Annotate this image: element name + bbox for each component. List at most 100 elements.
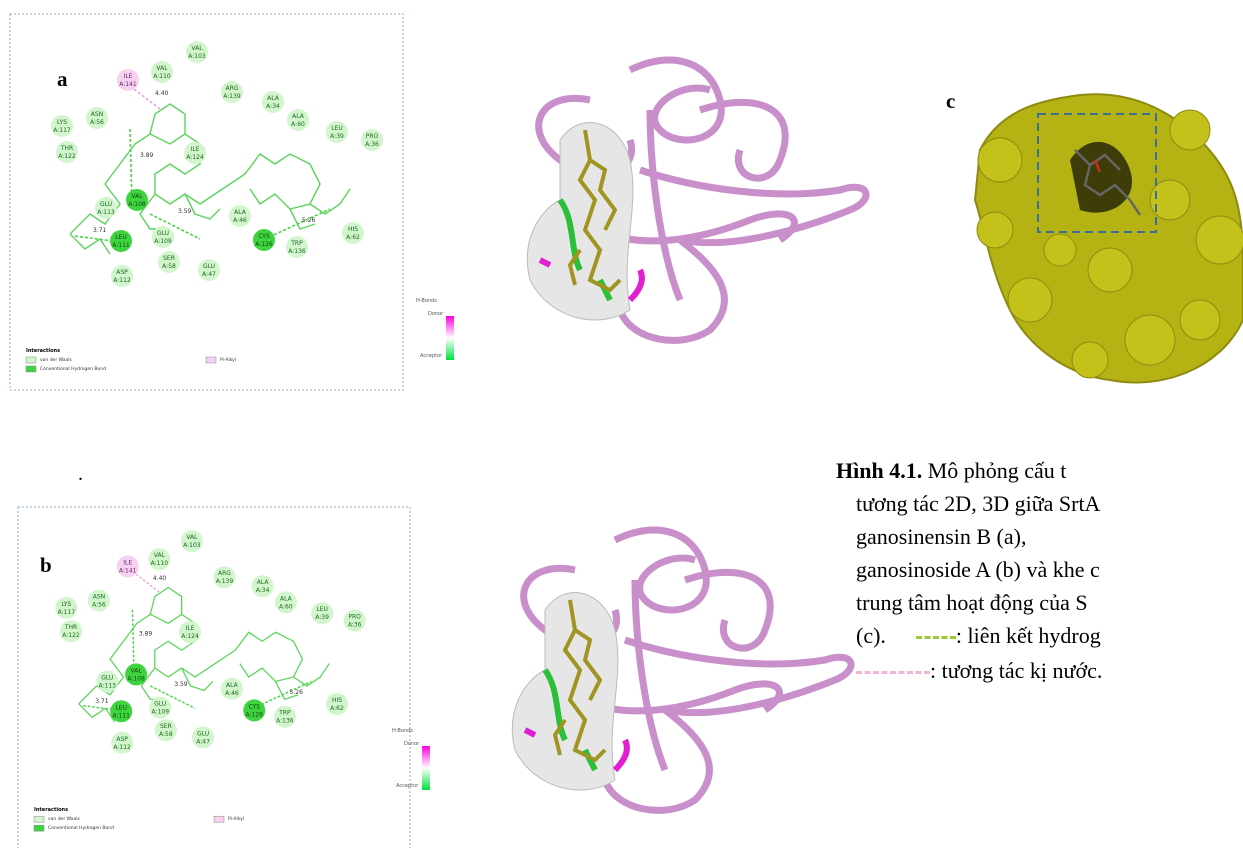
residue-id: A:47	[196, 738, 210, 745]
legend-label: van der Waals	[40, 357, 73, 363]
residue-id: A:109	[152, 709, 170, 716]
residue-id: A:126	[255, 241, 273, 248]
residue-name: GLU	[154, 701, 166, 708]
residue-id: A:36	[348, 621, 362, 628]
residue-id: A:141	[119, 567, 137, 574]
residue-name: PRO	[348, 613, 361, 620]
residue-id: A:36	[365, 141, 379, 148]
distance-label: 5.26	[302, 217, 316, 224]
legend-swatch	[34, 825, 44, 831]
residue-name: GLU	[203, 263, 215, 270]
residue-name: VAL	[156, 65, 168, 72]
residue-name: ALA	[226, 682, 239, 689]
residue-name: ASN	[93, 594, 105, 601]
residue-name: LYS	[61, 601, 71, 608]
panel-a-frame	[10, 14, 403, 390]
residue-name: ARG	[226, 85, 239, 92]
panel-b-frame	[18, 507, 410, 848]
residue-name: VAL	[154, 552, 166, 559]
residue-id: A:111	[112, 242, 130, 249]
stray-mark: .	[78, 463, 83, 485]
residue-name: SER	[163, 255, 175, 262]
residue-name: VAL	[131, 193, 143, 200]
panel-letter: b	[40, 553, 52, 577]
residue-id: A:108	[127, 675, 145, 682]
legend-label: Pi-Alkyl	[228, 816, 244, 822]
residue-name: LEU	[316, 606, 328, 613]
residue-id: A:62	[346, 234, 360, 241]
hbond-key-acceptor: Acceptor	[396, 783, 419, 789]
residue-name: ILE	[124, 73, 133, 80]
residue-id: A:141	[119, 81, 137, 88]
residue-id: A:110	[151, 560, 169, 567]
legend-swatch	[214, 816, 224, 822]
hbond-key-title: H-Bonds	[392, 728, 413, 734]
residue-name: TRP	[278, 710, 291, 717]
caption-line: : tương tác kị nước.	[856, 656, 1243, 686]
residue-id: A:103	[183, 542, 201, 549]
residue-name: ASP	[116, 269, 128, 276]
ligand-2d	[70, 86, 350, 254]
residue-id: A:126	[245, 711, 263, 718]
distance-label: 4.40	[153, 575, 167, 582]
residue-name: CYS	[248, 703, 260, 710]
residue-name: ALA	[234, 209, 247, 216]
residue-name: ILE	[123, 559, 132, 566]
residue-name: LEU	[115, 234, 127, 241]
residue-name: HIS	[332, 697, 342, 704]
legend-swatch	[34, 816, 44, 822]
residue-id: A:109	[154, 238, 172, 245]
caption-line: tương tác 2D, 3D giữa SrtA	[856, 489, 1243, 519]
surface-model	[975, 94, 1243, 382]
legend-title: Interactions	[34, 807, 68, 813]
residue-id: A:110	[153, 73, 171, 80]
legend-label: Pi-Alkyl	[220, 357, 236, 363]
residue-name: GLU	[157, 230, 169, 237]
residue-id: A:60	[279, 603, 293, 610]
residue-name: ALA	[292, 113, 305, 120]
residue-id: A:39	[315, 614, 329, 621]
residue-id: A:122	[58, 153, 76, 160]
residue-name: LEU	[115, 704, 127, 711]
residue-id: A:34	[266, 103, 280, 110]
residue-name: LYS	[57, 119, 67, 126]
residue-id: A:39	[330, 133, 344, 140]
residue-name: GLU	[101, 675, 113, 682]
hbond-gradient	[446, 316, 454, 360]
residue-name: ILE	[191, 146, 200, 153]
residue-name: ALA	[257, 579, 270, 586]
residue-id: A:112	[113, 277, 131, 284]
hbond-key-line	[916, 636, 956, 639]
residue-name: ASP	[116, 736, 128, 743]
residue-name: LEU	[331, 125, 343, 132]
panel-letter: a	[57, 67, 68, 91]
residue-id: A:117	[58, 609, 76, 616]
residue-id: A:124	[181, 633, 199, 640]
hbond-key-donor: Donor	[404, 741, 420, 747]
residue-id: A:58	[162, 263, 176, 270]
caption-line: (c).: liên kết hydrog	[856, 621, 1243, 651]
residue-id: A:108	[128, 201, 146, 208]
residue-id: A:122	[62, 632, 80, 639]
residue-id: A:136	[288, 248, 306, 255]
legend-title: Interactions	[26, 348, 60, 354]
distance-label: 3.89	[140, 152, 154, 159]
residue-name: PRO	[366, 133, 379, 140]
residue-id: A:124	[186, 154, 204, 161]
residue-id: A:113	[97, 209, 115, 216]
residue-name: GLU	[100, 201, 112, 208]
residue-name: CYS	[258, 233, 270, 240]
distance-label: 5.26	[290, 689, 304, 696]
caption-ref: (c).	[856, 623, 886, 648]
residue-id: A:60	[291, 121, 305, 128]
residue-id: A:47	[202, 271, 216, 278]
caption-line: ganosinoside A (b) và khe c	[856, 555, 1243, 585]
residue-name: SER	[160, 723, 172, 730]
residue-id: A:58	[159, 731, 173, 738]
distance-label: 3.71	[93, 227, 107, 234]
residue-name: ILE	[186, 625, 195, 632]
residue-name: GLU	[197, 730, 209, 737]
residue-name: ARG	[218, 570, 231, 577]
residue-id: A:112	[113, 744, 131, 751]
residue-id: A:46	[233, 217, 247, 224]
